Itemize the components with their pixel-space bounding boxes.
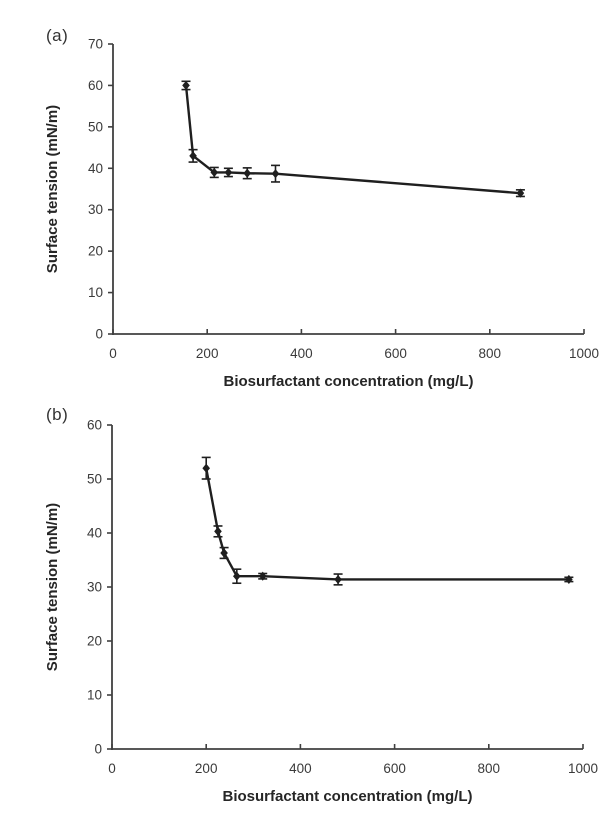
x-tick-label-b: 1000 xyxy=(568,761,598,776)
y-tick-label-b: 40 xyxy=(87,526,102,541)
x-tick-label-b: 400 xyxy=(289,761,312,776)
x-tick-label-b: 800 xyxy=(478,761,501,776)
y-tick-label-a: 60 xyxy=(88,78,103,93)
x-axis-title-a: Biosurfactant concentration (mg/L) xyxy=(223,373,473,390)
data-point-diamond-a xyxy=(271,169,280,179)
y-tick-label-b: 10 xyxy=(87,688,102,703)
chart-a: 0 10 20 30 40 50 60 70 0 200 400 600 800 1000 Biosurfa… xyxy=(44,37,599,391)
x-tick-label-b: 0 xyxy=(108,761,116,776)
data-point-diamond-b xyxy=(233,571,241,581)
y-tick-label-a: 20 xyxy=(88,244,103,259)
y-tick-label-a: 0 xyxy=(95,327,103,342)
y-tick-label-a: 50 xyxy=(88,119,103,134)
data-point-diamond-a xyxy=(224,167,233,178)
data-point-diamond-a xyxy=(182,80,190,91)
y-tick-label-b: 60 xyxy=(87,418,102,433)
panel-label-b: (b) xyxy=(46,405,69,424)
x-tick-label-a: 0 xyxy=(109,346,117,361)
y-tick-label-a: 10 xyxy=(88,285,103,300)
x-tick-label-a: 200 xyxy=(196,346,219,361)
data-point-diamond-a xyxy=(516,188,525,198)
y-axis-title-a: Surface tension (mN/m) xyxy=(44,105,61,273)
x-tick-label-a: 400 xyxy=(290,346,313,361)
panel-label-a: (a) xyxy=(46,26,69,45)
x-tick-label-a: 800 xyxy=(479,346,502,361)
y-tick-label-b: 50 xyxy=(87,472,102,487)
y-tick-label-b: 0 xyxy=(94,742,102,757)
data-point-diamond-b xyxy=(202,463,210,473)
data-line-b xyxy=(205,467,569,581)
x-tick-label-b: 200 xyxy=(195,761,218,776)
y-tick-label-a: 40 xyxy=(88,161,103,176)
data-point-diamond-a xyxy=(210,167,219,178)
data-point-diamond-b xyxy=(565,574,573,585)
data-point-diamond-a xyxy=(189,151,197,161)
data-point-diamond-b xyxy=(214,526,222,536)
x-axis-title-b: Biosurfactant concentration (mg/L) xyxy=(222,788,472,805)
y-tick-label-a: 70 xyxy=(88,37,103,52)
y-tick-label-b: 30 xyxy=(87,580,102,595)
data-point-diamond-b xyxy=(334,574,342,585)
x-tick-label-a: 1000 xyxy=(569,346,599,361)
x-tick-label-a: 600 xyxy=(384,346,407,361)
data-point-diamond-a xyxy=(243,168,252,178)
y-tick-label-b: 20 xyxy=(87,634,102,649)
data-line-a xyxy=(184,85,521,195)
y-tick-label-a: 30 xyxy=(88,202,103,217)
y-axis-title-b: Surface tension (mN/m) xyxy=(44,503,61,671)
data-point-diamond-b xyxy=(220,548,228,558)
x-tick-label-b: 600 xyxy=(383,761,406,776)
data-point-diamond-b xyxy=(258,571,267,581)
